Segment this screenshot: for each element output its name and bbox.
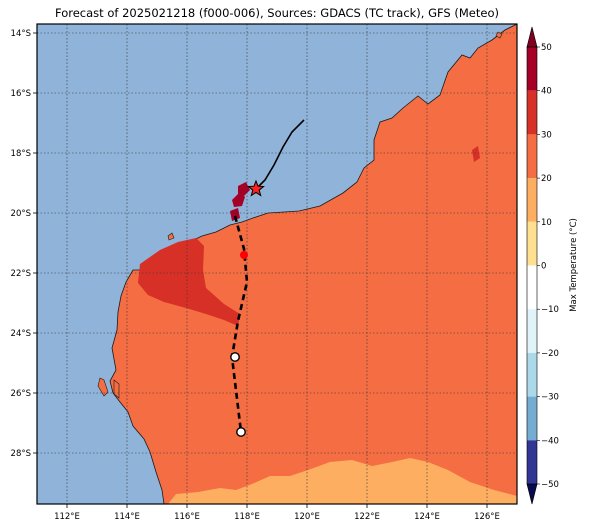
colorbar-tick-label: −20 [541, 349, 559, 359]
colorbar-tick-label: −50 [541, 480, 559, 490]
colorbar-tick-label: −30 [541, 393, 559, 403]
x-tick-label: 116°E [174, 512, 200, 522]
land-hot-zone [138, 238, 240, 326]
colorbar-band [527, 309, 537, 353]
y-tick-label: 28°S [11, 449, 31, 459]
y-tick-label: 14°S [11, 29, 31, 39]
y-tick-label: 24°S [11, 329, 31, 339]
graticule [37, 24, 517, 504]
colorbar-tick-label: 0 [541, 262, 546, 272]
colorbar-band [527, 352, 537, 397]
colorbar-tick-label: 20 [541, 174, 552, 184]
x-tick-label: 114°E [114, 512, 140, 522]
y-tick-label: 22°S [11, 269, 31, 279]
colorbar-tick-label: 40 [541, 87, 552, 97]
x-tick-label: 112°E [54, 512, 80, 522]
colorbar-band [527, 396, 537, 441]
colorbar-band [527, 90, 537, 135]
longitude-axis: 112°E 114°E 116°E 118°E 120°E 122°E 124°E 126°E [54, 504, 500, 522]
colorbar-tick-label: 50 [541, 43, 552, 53]
colorbar-label: Max Temperature (°C) [569, 218, 579, 312]
colorbar-extend-max [526, 26, 538, 48]
colorbar-band [527, 440, 537, 484]
colorbar-band [527, 134, 537, 179]
y-tick-label: 18°S [11, 149, 31, 159]
colorbar-band [527, 178, 537, 222]
past-track-line [255, 119, 305, 190]
latitude-axis: 14°S 16°S 18°S 20°S 22°S 24°S 26°S 28°S [11, 29, 37, 459]
colorbar-tick-label: 10 [541, 218, 552, 228]
y-tick-label: 20°S [11, 209, 31, 219]
x-tick-label: 124°E [414, 512, 440, 522]
x-tick-label: 126°E [474, 512, 500, 522]
map-frame [36, 23, 518, 505]
colorbar-band [527, 265, 537, 310]
colorbar-band [527, 221, 537, 266]
x-tick-label: 120°E [294, 512, 320, 522]
x-tick-label: 122°E [354, 512, 380, 522]
colorbar-tick-label: −10 [541, 305, 559, 315]
colorbar-extend-min [526, 483, 538, 505]
y-tick-label: 16°S [11, 89, 31, 99]
colorbar-band [527, 47, 537, 91]
forecast-position-circle [230, 352, 240, 362]
colorbar-tick-label: 30 [541, 130, 552, 140]
colorbar-tick-label: −40 [541, 436, 559, 446]
map-panel [36, 23, 518, 505]
forecast-position-circle [236, 427, 246, 437]
map-title: Forecast of 2025021218 (f000-006), Sourc… [55, 6, 499, 20]
offshore-islands [97, 31, 503, 399]
forecast-position-marker [240, 251, 248, 259]
land-temperature-field [109, 24, 517, 504]
current-position-star-icon [247, 179, 265, 197]
x-tick-label: 118°E [234, 512, 260, 522]
cyclone-track [230, 119, 305, 437]
temperature-colorbar: 50 40 30 20 10 0 −10 −20 −30 −40 −50 [526, 26, 559, 505]
land-cooler-zone [168, 458, 517, 504]
extreme-temperature-patches [230, 182, 250, 221]
land-hot-patch [472, 146, 480, 162]
y-tick-label: 26°S [11, 389, 31, 399]
